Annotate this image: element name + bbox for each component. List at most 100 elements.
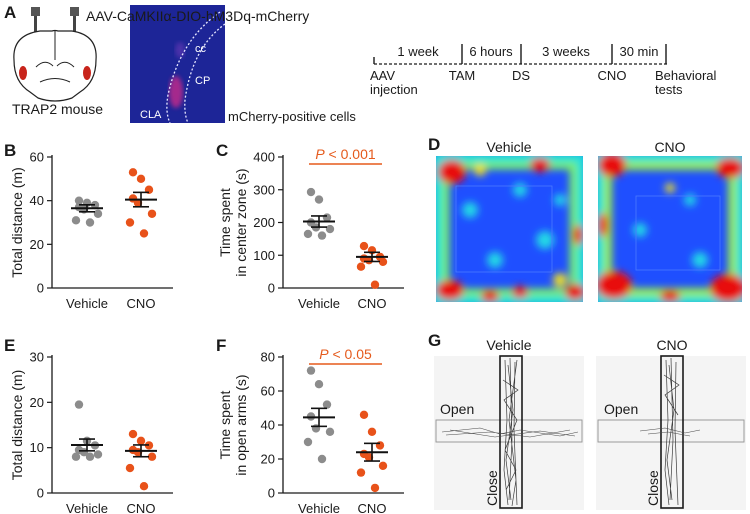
plot-e: 0 10 20 30 Vehicle CNO Total distance (m) — [9, 350, 173, 514]
plot-e-cno-point-1 — [136, 436, 146, 446]
plot-e-cno-point-6 — [125, 463, 135, 473]
plot-b-ytick-label-0: 0 — [37, 281, 44, 296]
panel-c-letter: C — [216, 141, 228, 160]
plot-e-ytick-label-0: 0 — [37, 486, 44, 501]
heatmap-title-cno: CNO — [654, 139, 685, 155]
maze-open-label-cno: Open — [604, 401, 638, 417]
plot-f-cno-point-6 — [356, 468, 366, 477]
plot-b-vehicle-point-0 — [74, 196, 84, 205]
plot-f-cno-point-5 — [378, 461, 388, 470]
panel-g-letter: G — [428, 331, 441, 350]
plot-b-ytick-label-20: 20 — [30, 237, 44, 252]
plot-e-vehicle-point-5 — [93, 450, 103, 459]
plot-b-vehicle-point-5 — [93, 209, 103, 218]
plot-c-cno-point-5 — [378, 257, 388, 266]
mouse-label: TRAP2 mouse — [12, 101, 103, 117]
plot-e-cno-point-5 — [147, 452, 157, 461]
plot-f-ytick-label-80: 80 — [261, 350, 275, 365]
plot-b-xtick-label-0: Vehicle — [66, 296, 108, 311]
plot-b-xtick-label-1: CNO — [127, 296, 156, 311]
micro-label-cc: cc — [195, 43, 207, 55]
heatmap-title-vehicle: Vehicle — [486, 139, 531, 155]
plot-b-cno-point-7 — [139, 229, 149, 238]
plot-b-ylabel-0: Total distance (m) — [9, 167, 25, 277]
plot-b-cno-point-5 — [147, 209, 157, 218]
plot-c-sig-label: P < 0.001 — [315, 146, 376, 162]
plot-c-vehicle-point-0 — [306, 187, 316, 197]
plot-c-ylabel-0: Time spent — [217, 188, 233, 257]
event-aav-line2: injection — [370, 82, 418, 97]
plot-e-ytick-label-10: 10 — [30, 440, 44, 455]
plot-f-xtick-label-0: Vehicle — [298, 501, 340, 514]
plot-b-cno-point-0 — [128, 168, 138, 177]
plot-c-ytick-label-200: 200 — [253, 215, 275, 230]
interval-4: 30 min — [619, 44, 658, 59]
plot-e-vehicle-point-7 — [85, 452, 95, 461]
panel-e-letter: E — [4, 336, 15, 355]
plot-f-cno-point-4 — [364, 453, 374, 462]
plot-c-ytick-label-0: 0 — [268, 281, 275, 296]
plot-b-cno-point-6 — [125, 218, 135, 227]
maze-cno — [596, 355, 746, 510]
plot-e-cno-point-7 — [139, 482, 149, 491]
maze-open-label-vehicle: Open — [440, 401, 474, 417]
panel-f-letter: F — [216, 336, 226, 355]
plot-b-vehicle-point-6 — [71, 216, 81, 225]
event-ds: DS — [512, 68, 530, 83]
plot-b-ytick-label-60: 60 — [30, 150, 44, 165]
plot-c-vehicle-point-1 — [314, 195, 324, 204]
micro-caption: mCherry-positive cells — [228, 109, 356, 124]
plot-c-cno-point-7 — [370, 280, 380, 289]
plot-f-cno-point-1 — [367, 427, 377, 436]
interval-1: 1 week — [397, 44, 439, 59]
maze-vehicle — [434, 355, 584, 510]
plot-f-vehicle-point-7 — [317, 454, 327, 464]
plot-f-ylabel-1: in open arms (s) — [233, 374, 249, 475]
plot-f-ytick-label-40: 40 — [261, 418, 275, 433]
plot-e-vehicle-point-0 — [74, 400, 84, 409]
plot-c-xtick-label-1: CNO — [358, 296, 387, 311]
micro-label-cp: CP — [195, 75, 210, 87]
interval-3: 3 weeks — [542, 44, 590, 59]
plot-f-ylabel-0: Time spent — [217, 391, 233, 460]
heatmap-vehicle — [436, 156, 583, 302]
plot-e-xtick-label-0: Vehicle — [66, 501, 108, 514]
brain-schematic — [13, 7, 97, 102]
plot-f-vehicle-point-6 — [303, 437, 313, 447]
plot-f-vehicle-point-0 — [306, 366, 316, 375]
plot-b-ytick-label-40: 40 — [30, 193, 44, 208]
maze-title-cno: CNO — [656, 337, 687, 353]
plot-c-vehicle-point-5 — [325, 224, 335, 234]
heatmap-cno — [598, 156, 742, 302]
plot-b-cno-point-4 — [133, 198, 143, 208]
plot-c-ytick-label-100: 100 — [253, 248, 275, 263]
plot-f-ytick-label-20: 20 — [261, 452, 275, 467]
plot-c-ytick-label-300: 300 — [253, 182, 275, 197]
plot-f-xtick-label-1: CNO — [358, 501, 387, 514]
plot-c-cno-point-6 — [356, 262, 366, 271]
maze-close-label-vehicle: Close — [484, 470, 500, 506]
plot-e-ytick-label-20: 20 — [30, 395, 44, 410]
panel-b-letter: B — [4, 141, 16, 160]
event-cno: CNO — [598, 68, 627, 83]
plot-f-ytick-label-0: 0 — [268, 486, 275, 501]
plot-e-vehicle-point-6 — [71, 452, 81, 461]
plot-c-ylabel-1: in center zone (s) — [233, 168, 249, 276]
plot-e-xtick-label-1: CNO — [127, 501, 156, 514]
microscopy-image — [130, 5, 226, 124]
plot-f-vehicle-point-5 — [325, 427, 335, 436]
plot-c-vehicle-point-6 — [303, 229, 313, 239]
plot-c: 0 100 200 300 400 Vehicle CNO Time spent in cent… — [217, 146, 404, 311]
panel-d-letter: D — [428, 135, 440, 154]
maze-close-label-cno: Close — [645, 470, 661, 506]
plot-f-sig-label: P < 0.05 — [319, 346, 372, 362]
plot-c-cno-point-0 — [359, 241, 369, 251]
event-behavioral: Behavioral — [655, 68, 717, 83]
plot-f-cno-point-7 — [370, 483, 380, 493]
event-aav: AAV — [370, 68, 395, 83]
plot-f-cno-point-0 — [359, 410, 369, 419]
timeline — [373, 44, 668, 65]
plot-f-cno-point-2 — [375, 441, 385, 450]
plot-f-vehicle-point-2 — [322, 400, 332, 409]
plot-f: 0 20 40 60 80 Vehicle CNO Time spent in open arm… — [217, 346, 404, 514]
